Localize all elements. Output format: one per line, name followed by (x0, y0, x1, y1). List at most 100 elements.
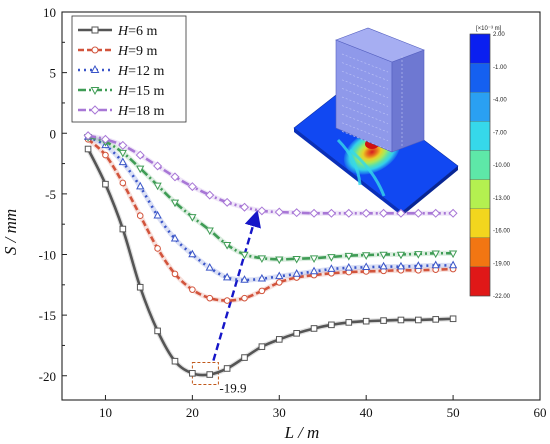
callout-arrow (212, 210, 261, 361)
y-tick-label: 10 (43, 5, 56, 20)
data-point (380, 317, 387, 324)
y-tick-label: -15 (39, 308, 56, 323)
series-line (87, 135, 454, 261)
data-point (136, 181, 145, 190)
data-point (274, 207, 284, 217)
data-point (327, 264, 336, 272)
data-point (292, 255, 301, 264)
data-point (275, 271, 284, 280)
data-point (258, 343, 266, 350)
data-point (344, 208, 354, 218)
data-point (396, 208, 406, 218)
data-point (90, 105, 100, 115)
data-point (136, 165, 145, 174)
building-floor-line (341, 62, 389, 81)
data-point (362, 252, 371, 260)
data-point (292, 269, 301, 277)
data-point (84, 145, 92, 153)
data-point (119, 225, 127, 233)
data-point (188, 214, 197, 222)
colorbar-label: -4.00 (493, 98, 507, 104)
data-point (379, 208, 389, 218)
building-roof (335, 27, 425, 63)
colorbar-title: [×10⁻³ m] (476, 26, 502, 32)
data-point (170, 172, 180, 182)
data-point (91, 26, 99, 34)
data-point (431, 260, 440, 269)
series-line (87, 138, 454, 302)
building-floor-line (341, 70, 389, 90)
data-point (361, 208, 371, 218)
plot-area: -19.9 (83, 131, 458, 396)
series-h-6-m (84, 145, 457, 378)
legend-item: H=15 m (78, 84, 165, 99)
colorbar-label: -13.00 (493, 196, 511, 202)
data-point (309, 266, 319, 275)
data-point (344, 262, 353, 271)
data-point (205, 190, 215, 200)
data-point (102, 180, 109, 188)
data-point (188, 249, 197, 258)
data-point (257, 206, 267, 216)
contour-stripe (336, 138, 386, 197)
data-point (293, 330, 300, 337)
colorbar-label: -1.00 (493, 65, 507, 71)
data-point (241, 294, 248, 302)
y-axis-title: S / mm (1, 209, 20, 255)
data-point (240, 202, 250, 212)
data-point (257, 273, 267, 282)
legend-label: H=12 m (117, 64, 165, 79)
3d-model-inset (293, 27, 459, 216)
data-point (135, 150, 145, 160)
colorbar-segment (469, 237, 491, 268)
data-point (153, 161, 163, 171)
legend-item: H=18 m (78, 104, 165, 119)
legend-item: H=6 m (78, 24, 158, 39)
data-point (448, 250, 458, 259)
colorbar-segment (469, 179, 491, 209)
series-h-15-m (83, 134, 458, 265)
colorbar-segment (469, 92, 491, 122)
x-tick-label: 40 (360, 405, 373, 420)
data-point (206, 294, 214, 302)
data-point (396, 261, 406, 270)
data-point (309, 255, 319, 263)
x-tick-label: 60 (534, 405, 547, 420)
data-point (222, 272, 232, 281)
data-point (83, 131, 93, 141)
series-line (86, 148, 454, 377)
data-point (431, 250, 440, 259)
data-point (328, 321, 335, 329)
legend-label: H=9 m (117, 44, 158, 59)
colorbar: [×10⁻³ m]2.00 -1.00 -4.00 -7.00 -10.00 -13.00… (469, 26, 511, 300)
colorbar-label: -7.00 (493, 130, 507, 136)
colorbar-segment (469, 121, 491, 151)
data-point (223, 365, 231, 372)
data-point (171, 357, 179, 365)
data-point (241, 354, 248, 361)
data-point (362, 317, 370, 325)
ground-edge (402, 166, 458, 216)
series-h-9-m (84, 136, 457, 304)
data-point (345, 319, 353, 326)
building-floor-line (341, 131, 389, 150)
data-point (102, 151, 109, 159)
data-point (223, 297, 231, 304)
x-axis-title: L / m (284, 423, 320, 442)
legend-label: H=6 m (117, 24, 158, 39)
y-tick-label: -5 (45, 187, 56, 202)
data-point (187, 182, 197, 192)
building-floor-line (341, 79, 389, 99)
ground-edge (294, 128, 402, 216)
building-side (391, 49, 425, 153)
colorbar-segment (469, 208, 491, 238)
data-point (344, 252, 353, 261)
data-point (154, 245, 161, 252)
building-floor-line (341, 53, 389, 73)
legend-label: H=18 m (117, 104, 165, 119)
y-tick-label: -20 (39, 369, 56, 384)
colorbar-label: -10.00 (493, 163, 511, 169)
data-point (362, 262, 371, 271)
